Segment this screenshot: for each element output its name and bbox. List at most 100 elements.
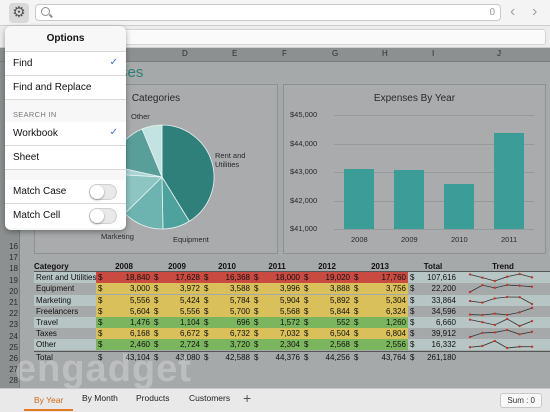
bar[interactable]: [444, 183, 474, 229]
match-cell-toggle[interactable]: [89, 208, 117, 224]
category-cell[interactable]: Other: [36, 340, 57, 350]
table-total-row[interactable]: Total $43,104 $43,080 $42,588 $44,376 $44,256…: [34, 350, 550, 363]
value-cell[interactable]: $6,504: [302, 328, 352, 340]
row-header[interactable]: 20: [9, 286, 18, 296]
value-cell[interactable]: $1,104: [152, 317, 202, 328]
category-cell[interactable]: Rent and Utilities: [36, 273, 96, 283]
table-header-cell[interactable]: 2010: [218, 262, 236, 271]
value-cell[interactable]: $2,556: [352, 339, 408, 351]
option-find[interactable]: Find ✓: [5, 52, 126, 76]
total-cell[interactable]: $6,660: [408, 317, 458, 328]
column-header[interactable]: D: [182, 49, 188, 58]
row-header[interactable]: 16: [9, 242, 18, 251]
value-cell[interactable]: $5,304: [352, 294, 408, 306]
next-match-icon[interactable]: ›: [532, 3, 538, 20]
table-row[interactable]: Rent and Utilities $18,840 $17,628 $16,368 $…: [34, 272, 550, 284]
value-cell[interactable]: $5,784: [202, 294, 252, 306]
value-cell[interactable]: $17,628: [152, 272, 202, 284]
match-case-toggle[interactable]: [89, 184, 117, 200]
value-cell[interactable]: $44,256: [302, 352, 352, 363]
value-cell[interactable]: $6,672: [152, 328, 202, 340]
column-header[interactable]: I: [432, 49, 435, 58]
total-cell[interactable]: $33,864: [408, 295, 458, 306]
value-cell[interactable]: $3,588: [202, 283, 252, 295]
bar[interactable]: [344, 169, 374, 229]
table-header-cell[interactable]: Category: [34, 262, 69, 271]
bar-chart[interactable]: Expenses By Year $45,000 $44,000 $43,000 $4…: [283, 84, 546, 254]
previous-match-icon[interactable]: ‹: [510, 3, 516, 20]
bar[interactable]: [394, 169, 424, 229]
value-cell[interactable]: $3,756: [352, 283, 408, 295]
row-header[interactable]: 27: [9, 365, 18, 375]
value-cell[interactable]: $1,572: [252, 317, 302, 328]
value-cell[interactable]: $18,840: [96, 272, 152, 284]
value-cell[interactable]: $5,700: [202, 305, 252, 317]
value-cell[interactable]: $42,588: [202, 352, 252, 363]
value-cell[interactable]: $6,168: [96, 328, 152, 340]
value-cell[interactable]: $2,724: [152, 339, 202, 351]
value-cell[interactable]: $552: [302, 317, 352, 328]
row-header[interactable]: 23: [9, 320, 18, 330]
value-cell[interactable]: $5,844: [302, 305, 352, 317]
value-cell[interactable]: $43,764: [352, 352, 408, 363]
table-header-cell[interactable]: Trend: [492, 262, 514, 271]
option-workbook[interactable]: Workbook ✓: [5, 122, 126, 146]
table-row[interactable]: Taxes $6,168 $6,672 $6,732 $7,032 $6,504 $6,80…: [34, 328, 550, 340]
tab-products[interactable]: Products: [136, 393, 170, 403]
add-sheet-icon[interactable]: +: [243, 390, 252, 406]
category-cell[interactable]: Equipment: [36, 284, 75, 294]
category-cell[interactable]: Freelancers: [36, 306, 79, 316]
value-cell[interactable]: $6,732: [202, 328, 252, 340]
tab-customers[interactable]: Customers: [189, 393, 231, 403]
value-cell[interactable]: $18,000: [252, 272, 302, 284]
value-cell[interactable]: $5,556: [152, 305, 202, 317]
value-cell[interactable]: $3,000: [96, 283, 152, 295]
category-cell[interactable]: Total: [36, 352, 53, 362]
column-header[interactable]: F: [282, 49, 287, 58]
option-find-replace[interactable]: Find and Replace: [5, 76, 126, 100]
value-cell[interactable]: $3,720: [202, 339, 252, 351]
table-row[interactable]: Freelancers $5,604 $5,556 $5,700 $5,568 $5,84…: [34, 305, 550, 317]
value-cell[interactable]: $43,080: [152, 352, 202, 363]
value-cell[interactable]: $1,260: [352, 317, 408, 328]
table-header-cell[interactable]: 2013: [371, 262, 389, 271]
table-header-cell[interactable]: Total: [423, 262, 443, 271]
row-header[interactable]: 17: [9, 253, 18, 263]
column-header[interactable]: H: [382, 49, 388, 58]
value-cell[interactable]: $5,568: [252, 305, 302, 317]
table-row[interactable]: Travel $1,476 $1,104 $696 $1,572 $552 $1,260 $6…: [34, 317, 550, 328]
formula-field[interactable]: [90, 29, 546, 45]
category-cell[interactable]: Marketing: [36, 295, 72, 305]
row-header[interactable]: 18: [9, 264, 18, 274]
value-cell[interactable]: $7,032: [252, 328, 302, 340]
value-cell[interactable]: $3,972: [152, 283, 202, 295]
row-header[interactable]: 24: [9, 331, 18, 341]
value-cell[interactable]: $2,460: [96, 339, 152, 351]
row-header[interactable]: 26: [9, 354, 18, 363]
total-cell[interactable]: $261,180: [408, 352, 458, 363]
table-header-cell[interactable]: 2008: [115, 262, 133, 271]
table-header-cell[interactable]: 2009: [168, 262, 186, 271]
row-header[interactable]: 25: [9, 342, 18, 352]
value-cell[interactable]: $2,304: [252, 339, 302, 351]
total-cell[interactable]: $39,912: [408, 328, 458, 339]
value-cell[interactable]: $16,368: [202, 272, 252, 284]
value-cell[interactable]: $6,324: [352, 305, 408, 317]
row-header[interactable]: 19: [9, 275, 18, 285]
column-header[interactable]: G: [332, 49, 339, 58]
value-cell[interactable]: $5,604: [96, 305, 152, 317]
sum-status[interactable]: Sum : 0: [500, 393, 542, 408]
row-header[interactable]: 21: [9, 298, 18, 307]
table-row[interactable]: Equipment $3,000 $3,972 $3,588 $3,996 $3,888 $…: [34, 283, 550, 295]
value-cell[interactable]: $5,904: [252, 294, 302, 306]
category-cell[interactable]: Travel: [36, 318, 58, 327]
value-cell[interactable]: $5,892: [302, 294, 352, 306]
row-header[interactable]: 28: [9, 376, 18, 386]
value-cell[interactable]: $17,760: [352, 272, 408, 284]
row-header[interactable]: 22: [9, 309, 18, 319]
option-sheet[interactable]: Sheet: [5, 146, 126, 170]
pie-slice[interactable]: [161, 124, 215, 222]
table-header-row[interactable]: Category 2008 2009 2010 2011 2012 2013 Total Tre…: [34, 261, 550, 272]
total-cell[interactable]: $22,200: [408, 283, 458, 294]
value-cell[interactable]: $5,424: [152, 294, 202, 306]
